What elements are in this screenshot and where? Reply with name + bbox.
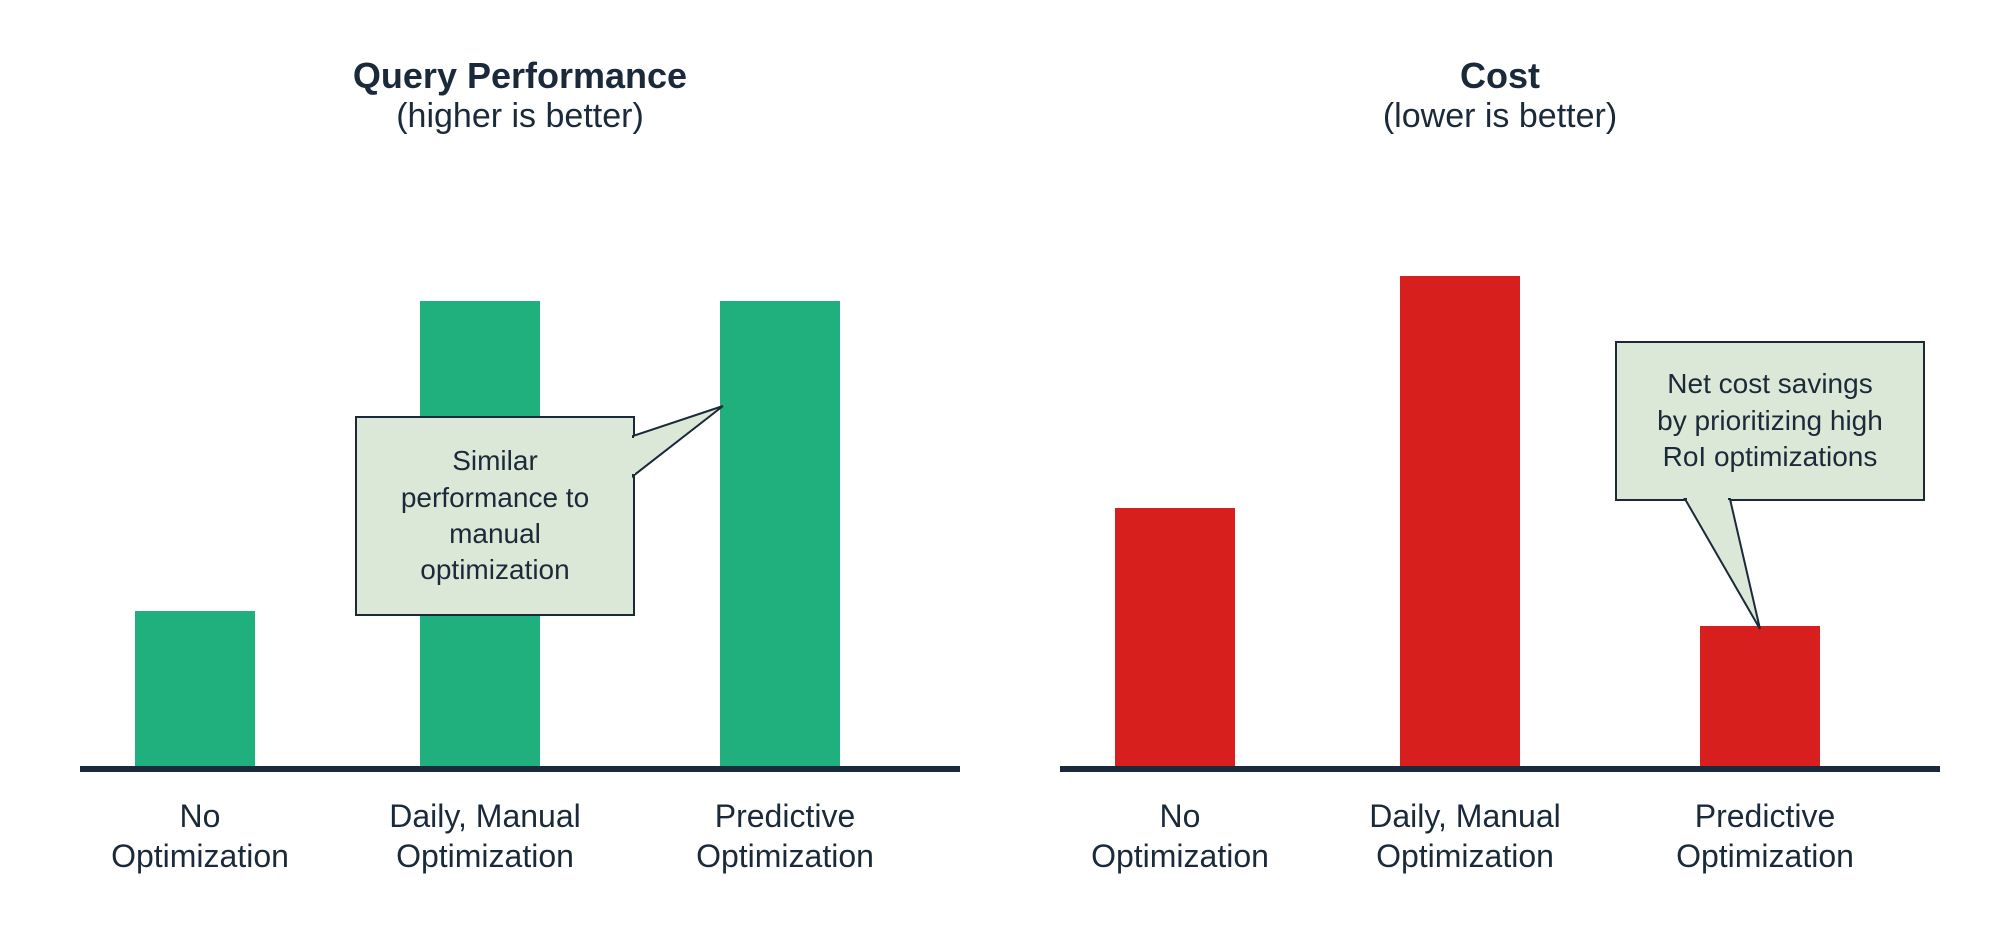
left-callout: Similar performance to manual optimizati… (355, 416, 635, 616)
right-callout-line0: Net cost savings (1667, 368, 1872, 399)
right-baseline (1060, 766, 1940, 772)
left-xlabel-2-line1: Optimization (696, 838, 874, 874)
right-bar-2 (1700, 626, 1820, 766)
right-xlabel-0-line0: No (1160, 798, 1201, 834)
right-bar-1 (1400, 276, 1520, 766)
right-xlabel-1-line0: Daily, Manual (1369, 798, 1560, 834)
right-xlabel-0-line1: Optimization (1091, 838, 1269, 874)
left-bar-2 (720, 301, 840, 766)
right-chart-subtitle: (lower is better) (1060, 97, 1940, 136)
right-callout: Net cost savings by prioritizing high Ro… (1615, 341, 1925, 501)
right-callout-line1: by prioritizing high (1657, 405, 1883, 436)
right-xlabel-1: Daily, Manual Optimization (1335, 796, 1595, 876)
right-xlabel-0: No Optimization (1050, 796, 1310, 876)
right-chart-title-block: Cost (lower is better) (1060, 55, 1940, 136)
left-xlabel-1: Daily, Manual Optimization (355, 796, 615, 876)
right-xlabel-2-line1: Optimization (1676, 838, 1854, 874)
right-chart: Cost (lower is better) No Optimization D… (1060, 55, 1940, 826)
right-callout-pointer (1665, 499, 1785, 639)
left-baseline (80, 766, 960, 772)
left-callout-line2: manual (449, 518, 541, 549)
left-callout-line0: Similar (452, 445, 538, 476)
right-xlabel-1-line1: Optimization (1376, 838, 1554, 874)
left-xlabel-2: Predictive Optimization (655, 796, 915, 876)
left-chart-plot: No Optimization Daily, Manual Optimizati… (80, 146, 960, 826)
right-chart-title: Cost (1060, 55, 1940, 97)
left-chart: Query Performance (higher is better) No … (80, 55, 960, 826)
left-callout-line1: performance to (401, 482, 589, 513)
left-chart-subtitle: (higher is better) (80, 97, 960, 136)
left-bar-0 (135, 611, 255, 766)
left-chart-title: Query Performance (80, 55, 960, 97)
left-xlabel-1-line1: Optimization (396, 838, 574, 874)
left-xlabel-0-line0: No (180, 798, 221, 834)
right-xlabel-2-line0: Predictive (1695, 798, 1836, 834)
left-chart-title-block: Query Performance (higher is better) (80, 55, 960, 136)
left-callout-pointer (633, 396, 733, 496)
left-xlabel-0-line1: Optimization (111, 838, 289, 874)
right-chart-plot: No Optimization Daily, Manual Optimizati… (1060, 146, 1940, 826)
left-xlabel-2-line0: Predictive (715, 798, 856, 834)
right-xlabel-2: Predictive Optimization (1635, 796, 1895, 876)
right-callout-line2: RoI optimizations (1663, 441, 1878, 472)
left-callout-line3: optimization (420, 554, 569, 585)
right-callout-text: Net cost savings by prioritizing high Ro… (1657, 366, 1883, 475)
left-xlabel-1-line0: Daily, Manual (389, 798, 580, 834)
right-bar-0 (1115, 508, 1235, 766)
left-callout-text: Similar performance to manual optimizati… (401, 443, 589, 589)
left-xlabel-0: No Optimization (70, 796, 330, 876)
